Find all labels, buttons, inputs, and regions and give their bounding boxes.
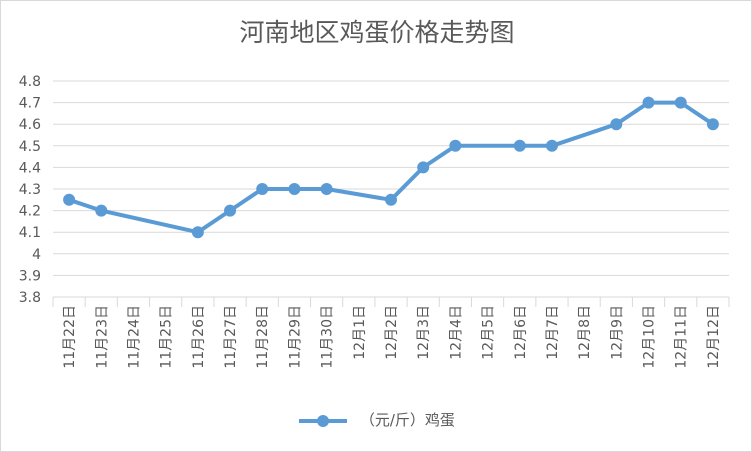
x-tick-label: 12月6日 (513, 305, 529, 360)
legend: （元/斤）鸡蛋 (1, 409, 752, 430)
legend-label: （元/斤）鸡蛋 (359, 411, 455, 429)
data-point (256, 183, 269, 195)
y-tick-label: 4.8 (19, 74, 41, 90)
data-point (545, 139, 558, 152)
data-point (320, 183, 333, 195)
y-tick-label: 4.2 (19, 204, 41, 220)
y-tick-label: 4.6 (19, 117, 41, 133)
y-tick-label: 4.7 (19, 96, 41, 112)
data-point (642, 96, 655, 109)
x-tick-label: 11月28日 (255, 305, 271, 369)
series-line (67, 100, 715, 235)
x-tick-label: 12月12日 (706, 305, 722, 369)
x-tick-label: 12月4日 (448, 305, 464, 360)
x-tick-label: 12月3日 (416, 305, 432, 360)
data-point (63, 193, 76, 206)
data-point (610, 118, 623, 131)
x-tick-label: 11月23日 (94, 305, 110, 369)
x-tick-label: 12月11日 (674, 305, 690, 369)
x-tick-label: 11月30日 (320, 305, 336, 369)
data-point (674, 96, 687, 109)
x-tick-label: 12月2日 (384, 305, 400, 360)
data-point (288, 183, 301, 195)
x-tick-label: 11月25日 (159, 305, 175, 369)
x-tick-label: 11月26日 (191, 305, 207, 369)
x-tick-label: 11月27日 (223, 305, 239, 369)
data-point (191, 226, 204, 239)
y-tick-label: 4.4 (19, 160, 41, 176)
x-tick-label: 12月9日 (609, 305, 625, 360)
y-tick-label: 4.5 (19, 139, 41, 155)
y-tick-label: 3.9 (19, 268, 41, 284)
data-point (417, 161, 430, 174)
x-tick-label: 12月5日 (481, 305, 497, 360)
plot-area: 3.8 3.9 4 4.1 4.2 4.3 4.4 4.5 4.6 4.7 4.8 11月22日 11月… (19, 74, 730, 369)
data-point (95, 204, 108, 217)
x-tick-label: 12月10日 (642, 305, 658, 369)
legend-swatch-icon (299, 413, 348, 427)
y-tick-label: 4.1 (19, 225, 41, 241)
y-tick-label: 3.8 (19, 290, 41, 306)
data-point (449, 139, 462, 152)
data-point (224, 204, 237, 217)
x-tick-label: 12月8日 (577, 305, 593, 360)
x-tick-label: 11月22日 (62, 305, 78, 369)
data-point (513, 139, 526, 152)
x-tick-label: 11月24日 (126, 305, 142, 369)
data-point (385, 193, 397, 206)
chart-title: 河南地区鸡蛋价格走势图 (239, 18, 515, 47)
x-tick-label: 12月1日 (352, 305, 368, 360)
data-point (706, 118, 719, 131)
y-tick-label: 4 (32, 247, 41, 263)
y-tick-label: 4.3 (19, 182, 41, 198)
x-tick-label: 12月7日 (545, 305, 561, 360)
x-tick-label: 11月29日 (287, 305, 303, 369)
